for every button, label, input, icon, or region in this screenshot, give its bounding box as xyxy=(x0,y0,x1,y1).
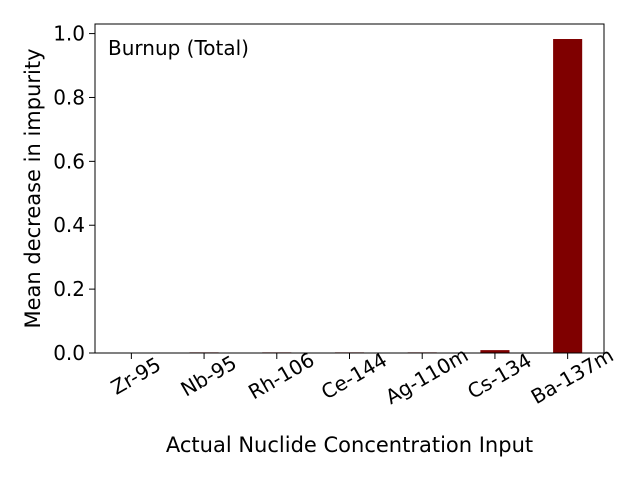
bars-group xyxy=(189,39,583,353)
y-tick-label: 0.4 xyxy=(53,213,85,237)
x-tick-label: Ce-144 xyxy=(317,348,391,405)
bar-ba-137m xyxy=(553,39,583,353)
x-axis-label: Actual Nuclide Concentration Input xyxy=(166,433,533,457)
y-tick-label: 0.2 xyxy=(53,277,85,301)
y-tick-label: 0.6 xyxy=(53,149,85,173)
plot-area-frame xyxy=(94,23,605,354)
y-axis-label: Mean decrease in impurity xyxy=(21,48,45,328)
x-tick-label: Nb-95 xyxy=(176,350,240,401)
bar-cs-134 xyxy=(480,350,510,353)
x-tick-label: Cs-134 xyxy=(463,348,535,404)
x-tick-label: Zr-95 xyxy=(107,352,165,399)
y-tick-label: 0.8 xyxy=(53,85,85,109)
x-tick-label: Rh-106 xyxy=(244,347,318,404)
y-axis-ticks: 0.0 0.2 0.4 0.6 0.8 1.0 xyxy=(53,22,95,365)
y-tick-label: 1.0 xyxy=(53,22,85,46)
chart-annotation: Burnup (Total) xyxy=(108,36,249,60)
y-tick-label: 0.0 xyxy=(53,341,85,365)
